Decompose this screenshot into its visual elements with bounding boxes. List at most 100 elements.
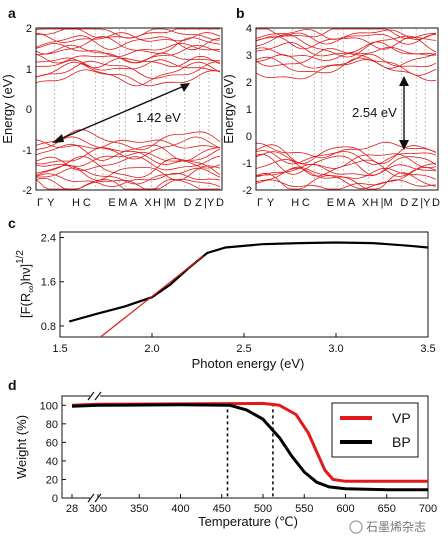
band-line xyxy=(255,179,437,190)
band-line xyxy=(35,36,221,55)
panel-b: b 4 3 2 1 0 -1 -2 Energy (eV) Γ Y H C E M A X H |… xyxy=(221,5,440,209)
band-line xyxy=(255,56,437,76)
y-tick-label: 80 xyxy=(46,419,58,431)
band-line xyxy=(35,164,221,181)
band-line xyxy=(35,35,221,51)
panel-d-letter: d xyxy=(8,377,17,393)
y-tick-label: 1.6 xyxy=(41,277,56,289)
x-tick-label: 600 xyxy=(336,503,354,515)
panel-b-frame xyxy=(255,27,439,191)
band-line xyxy=(35,28,221,41)
band-line xyxy=(255,46,437,61)
panel-d-series xyxy=(71,401,428,492)
panel-c-ylabel-end: )hν] xyxy=(18,264,33,286)
y-tick-label: 0 xyxy=(52,493,58,505)
panel-c-xlabel: Photon energy (eV) xyxy=(192,356,305,371)
panel-b-letter: b xyxy=(236,5,245,21)
panel-c-ylabel-sub: ∞ xyxy=(26,286,37,293)
panel-b-ytick: 3 xyxy=(246,50,252,62)
panel-b-ytick: 0 xyxy=(246,131,252,143)
panel-a-yticks: 2 1 0 -1 -2 xyxy=(22,23,32,197)
panel-b-yticks: 4 3 2 1 0 -1 -2 xyxy=(242,23,252,197)
panel-a-bands xyxy=(35,28,221,190)
panel-d: d 28 300 350 400 450 500 550 600 650 700 10080604… xyxy=(8,377,437,529)
band-line xyxy=(35,156,221,178)
panel-a-ytick: 1 xyxy=(26,64,32,76)
panel-a-kpoints: Γ Y H C E M A X H |M D Z |Y D xyxy=(37,197,224,209)
panel-b-ytick: 4 xyxy=(246,23,252,35)
panel-a-gap-arrow xyxy=(52,83,190,143)
kpoint-label: Γ xyxy=(37,197,43,209)
band-line xyxy=(255,172,437,190)
kpoint-label: A xyxy=(130,197,138,209)
y-tick-label: 2.4 xyxy=(41,233,56,245)
panel-a-ytick: -1 xyxy=(22,145,32,157)
kpoint-label: |M xyxy=(164,197,176,209)
x-tick-label: 2.5 xyxy=(236,343,251,355)
panel-d-yticks: 100 80 60 40 20 0 xyxy=(40,400,66,505)
panel-a-ytick: 2 xyxy=(26,23,32,35)
legend-label-bp: BP xyxy=(392,434,411,450)
band-line xyxy=(255,32,437,45)
panel-a-gap-label: 1.42 eV xyxy=(136,110,181,125)
absorption-curve xyxy=(68,241,429,323)
band-line xyxy=(35,61,221,87)
panel-b-ytick: 2 xyxy=(246,77,252,89)
kpoint-label: M xyxy=(336,197,345,209)
panel-b-ylabel: Energy (eV) xyxy=(221,74,236,143)
band-line xyxy=(255,150,437,165)
kpoint-label: Z xyxy=(412,197,419,209)
panel-c-frame xyxy=(59,231,429,338)
x-tick-label: 28 xyxy=(66,503,78,515)
x-tick-label: 300 xyxy=(89,503,107,515)
kpoint-label: X xyxy=(362,197,370,209)
band-line xyxy=(35,147,221,165)
panel-b-gap-label: 2.54 eV xyxy=(352,105,397,120)
kpoint-label: Z xyxy=(195,197,202,209)
kpoint-label: D xyxy=(184,197,192,209)
kpoint-label: D xyxy=(216,197,224,209)
panel-c-letter: c xyxy=(8,215,16,231)
panel-a-letter: a xyxy=(8,5,16,21)
svg-text:[F(R∞)hν]1/2: [F(R∞)hν]1/2 xyxy=(15,250,37,318)
band-line xyxy=(35,178,220,190)
band-line xyxy=(255,144,437,165)
panel-b-ytick: -1 xyxy=(242,158,252,170)
band-line xyxy=(35,172,221,188)
panel-d-marker-lines xyxy=(226,403,274,498)
kpoint-label: C xyxy=(302,197,310,209)
kpoint-label: C xyxy=(83,197,91,209)
kpoint-label: Γ xyxy=(257,197,263,209)
kpoint-label: E xyxy=(108,197,115,209)
panel-a: a 2 1 0 -1 -2 Energy (eV) Γ Y H C E M A X H |M D Z |… xyxy=(0,5,224,209)
tauc-fit-line xyxy=(100,255,204,338)
tga-curve-bp xyxy=(71,403,428,492)
kpoint-label: H xyxy=(370,197,378,209)
band-line xyxy=(255,34,437,58)
band-line xyxy=(255,35,437,50)
panel-b-gap-arrow xyxy=(399,76,409,150)
band-line xyxy=(35,177,221,190)
panel-c-series xyxy=(68,241,429,338)
x-tick-label: 400 xyxy=(171,503,189,515)
panel-d-xticks: 28 300 350 400 450 500 550 600 650 700 xyxy=(66,494,437,515)
x-tick-label: 1.5 xyxy=(52,343,67,355)
kpoint-label: H xyxy=(153,197,161,209)
x-tick-label: 550 xyxy=(295,503,313,515)
panel-c-ylabel-main: [F(R xyxy=(18,293,33,318)
kpoint-label: |M xyxy=(381,197,393,209)
band-line xyxy=(35,59,220,72)
band-line xyxy=(255,166,437,190)
panel-b-ytick: 1 xyxy=(246,104,252,116)
kpoint-label: Y xyxy=(47,197,55,209)
panel-a-frame xyxy=(35,27,223,191)
kpoint-label: |Y xyxy=(204,197,215,209)
band-line xyxy=(35,155,221,171)
x-tick-label: 350 xyxy=(130,503,148,515)
panel-d-ylabel: Weight (%) xyxy=(14,415,29,479)
x-tick-label: 3.0 xyxy=(328,343,343,355)
panel-d-axis-break xyxy=(87,391,102,503)
band-line xyxy=(35,69,221,87)
panel-a-ylabel: Energy (eV) xyxy=(0,74,15,143)
